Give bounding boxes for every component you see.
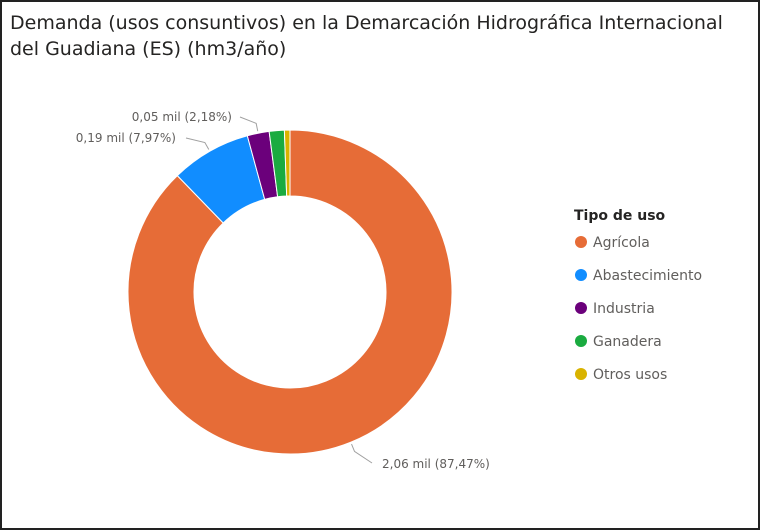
data-labels: 2,06 mil (87,47%) 0,19 mil (7,97%) 0,05 mi… [76, 110, 490, 471]
leader-line-industria [239, 116, 259, 132]
leader-line-agricola [351, 443, 373, 464]
legend: Tipo de uso Agrícola Abastecimiento Indust… [574, 208, 702, 383]
legend-label-agricola: Agrícola [593, 235, 650, 251]
legend-item-abastecimiento[interactable]: Abastecimiento [575, 268, 702, 284]
legend-marker-industria [575, 302, 587, 314]
data-label-industria: 0,05 mil (2,18%) [132, 110, 232, 124]
data-label-agricola: 2,06 mil (87,47%) [382, 457, 490, 471]
legend-label-ganadera: Ganadera [593, 334, 662, 350]
legend-marker-abastecimiento [575, 269, 587, 281]
chart-title: Demanda (usos consuntivos) en la Demarca… [10, 12, 723, 60]
legend-item-otros-usos[interactable]: Otros usos [575, 367, 667, 383]
legend-marker-agricola [575, 236, 587, 248]
legend-item-ganadera[interactable]: Ganadera [575, 334, 662, 350]
legend-label-abastecimiento: Abastecimiento [593, 268, 702, 284]
slice-agricola[interactable] [127, 129, 453, 455]
legend-item-agricola[interactable]: Agrícola [575, 235, 650, 251]
slice-otros-usos[interactable] [283, 129, 291, 197]
leader-line-abastecimiento [185, 137, 210, 150]
data-label-abastecimiento: 0,19 mil (7,97%) [76, 131, 176, 145]
legend-title: Tipo de uso [574, 208, 666, 224]
donut-slices [127, 129, 453, 455]
legend-label-otros-usos: Otros usos [593, 367, 667, 383]
legend-marker-ganadera [575, 335, 587, 347]
legend-marker-otros-usos [575, 368, 587, 380]
legend-label-industria: Industria [593, 301, 655, 317]
legend-item-industria[interactable]: Industria [575, 301, 655, 317]
